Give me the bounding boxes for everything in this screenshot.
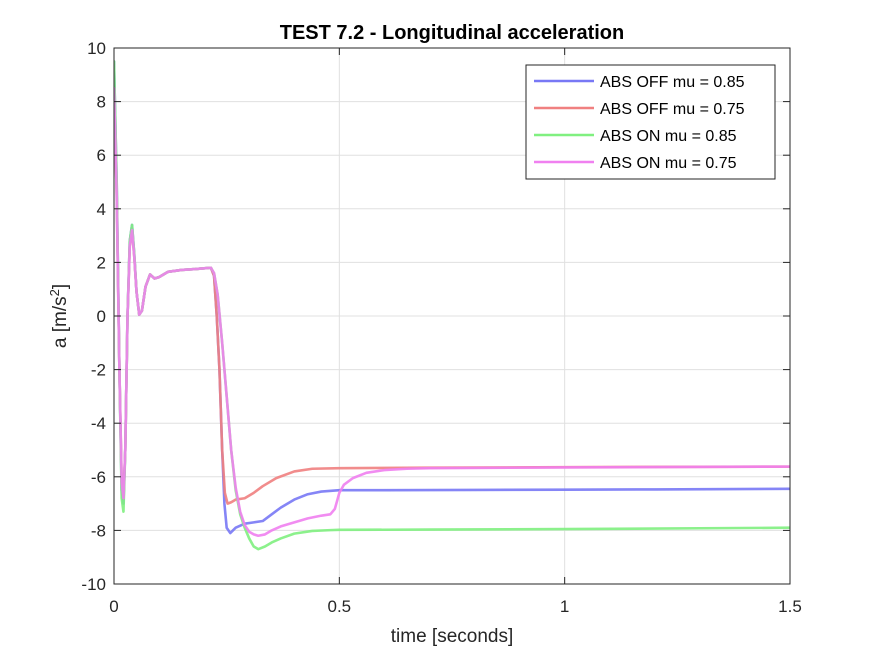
y-tick-label: -4 <box>91 414 106 433</box>
y-axis-label-base: a [m/s <box>50 296 71 348</box>
legend: ABS OFF mu = 0.85 ABS OFF mu = 0.75 ABS ON… <box>525 64 776 180</box>
y-tick-label: 0 <box>97 307 106 326</box>
legend-label: ABS OFF mu = 0.85 <box>600 74 745 91</box>
y-tick-label: 4 <box>97 200 106 219</box>
x-tick-label: 0 <box>109 597 118 616</box>
x-tick-label: 1 <box>560 597 569 616</box>
y-tick-label: -6 <box>91 468 106 487</box>
y-axis-label: a [m/s2] <box>47 284 71 348</box>
series-line-4 <box>114 86 790 538</box>
y-tick-label: -10 <box>81 575 106 594</box>
ticks: 0 0.5 1 1.5 -10 -8 -6 -4 -2 0 2 4 6 8 10 <box>81 39 801 616</box>
series-lines <box>114 60 790 551</box>
y-axis-label-superscript: 2 <box>47 289 62 296</box>
legend-label: ABS OFF mu = 0.75 <box>600 101 745 118</box>
y-axis-label-end: ] <box>50 284 71 289</box>
legend-box <box>525 64 776 180</box>
legend-label: ABS ON mu = 0.75 <box>600 155 737 172</box>
y-tick-label: -8 <box>91 521 106 540</box>
x-tick-label: 0.5 <box>328 597 352 616</box>
legend-label: ABS ON mu = 0.85 <box>600 128 737 145</box>
y-tick-label: 6 <box>97 146 106 165</box>
y-tick-label: 10 <box>87 39 106 58</box>
x-axis-label: time [seconds] <box>391 626 514 647</box>
y-tick-label: -2 <box>91 361 106 380</box>
y-tick-label: 8 <box>97 93 106 112</box>
chart-title: TEST 7.2 - Longitudinal acceleration <box>280 22 625 44</box>
y-tick-label: 2 <box>97 253 106 272</box>
x-tick-label: 1.5 <box>778 597 802 616</box>
